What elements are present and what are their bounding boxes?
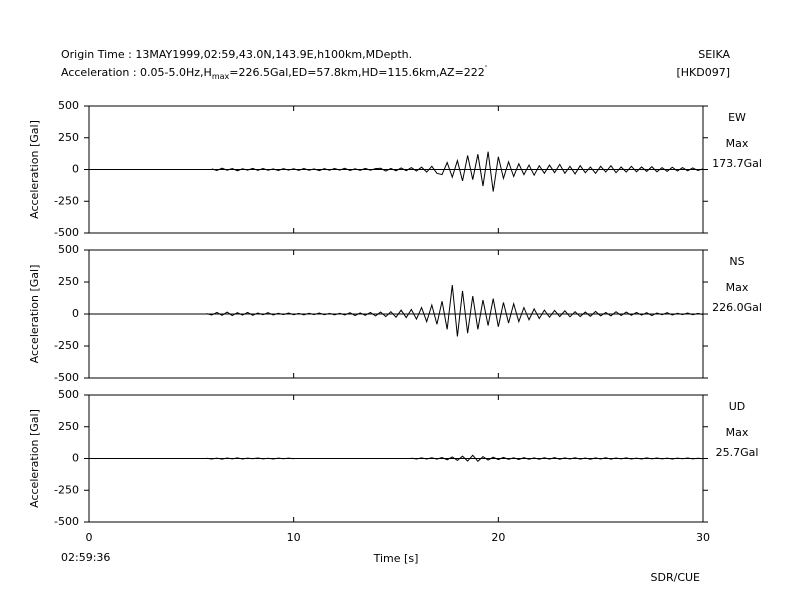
y-tick-label: 500 [58, 99, 79, 112]
y-axis-title: Acceleration [Gal] [28, 120, 41, 219]
station: SEIKA [698, 48, 730, 61]
y-axis-title: Acceleration [Gal] [28, 409, 41, 508]
waveform [206, 285, 704, 337]
x-tick-label: 0 [86, 531, 93, 544]
component: NS [729, 255, 744, 268]
x-tick-label: 30 [696, 531, 710, 544]
max-label: Max [726, 137, 749, 150]
y-tick-label: 250 [58, 131, 79, 144]
station-code: [HKD097] [676, 66, 730, 79]
waveform [211, 151, 704, 192]
origin-time: Origin Time : 13MAY1999,02:59,43.0N,143.… [61, 48, 412, 61]
max-label: Max [726, 281, 749, 294]
acc-rest: =226.5Gal,ED=57.8km,HD=115.6km,AZ=222 [229, 66, 485, 79]
y-tick-label: -500 [54, 371, 79, 384]
max-value: 173.7Gal [712, 157, 762, 170]
y-tick-label: -500 [54, 515, 79, 528]
y-tick-label: 250 [58, 420, 79, 433]
start-time: 02:59:36 [61, 551, 110, 564]
acceleration-info: Acceleration : 0.05-5.0Hz,Hmax=226.5Gal,… [61, 64, 487, 81]
y-tick-label: 0 [72, 163, 79, 176]
x-axis-title: Time [s] [373, 552, 419, 565]
y-axis-title: Acceleration [Gal] [28, 265, 41, 364]
max-label: Max [726, 426, 749, 439]
y-tick-label: 500 [58, 388, 79, 401]
y-tick-label: -500 [54, 226, 79, 239]
y-tick-label: 500 [58, 243, 79, 256]
credit: SDR/CUE [651, 571, 701, 584]
component: UD [729, 400, 746, 413]
component: EW [728, 111, 746, 124]
x-tick-label: 10 [287, 531, 301, 544]
y-tick-label: -250 [54, 339, 79, 352]
max-value: 25.7Gal [716, 446, 759, 459]
acc-sup: ' [485, 64, 487, 73]
y-tick-label: 0 [72, 452, 79, 465]
acc-sub: max [212, 72, 230, 81]
waveform [206, 454, 704, 463]
max-value: 226.0Gal [712, 301, 762, 314]
x-tick-label: 20 [491, 531, 505, 544]
acc-prefix: Acceleration : 0.05-5.0Hz,H [61, 66, 212, 79]
y-tick-label: -250 [54, 194, 79, 207]
y-tick-label: -250 [54, 483, 79, 496]
y-tick-label: 0 [72, 307, 79, 320]
y-tick-label: 250 [58, 275, 79, 288]
